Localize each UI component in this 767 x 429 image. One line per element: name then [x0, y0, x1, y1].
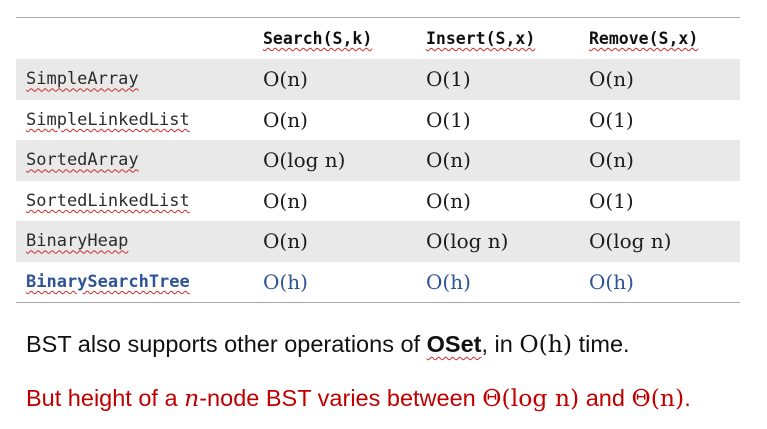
row-name: BinaryHeap: [26, 231, 128, 251]
row-name-cell: SortedArray: [16, 140, 256, 181]
row-name-cell: BinarySearchTree: [16, 262, 256, 303]
header-remove-label: Remove(S,x): [589, 29, 698, 48]
search-cost: O(log n): [256, 140, 418, 181]
bst-operations-note: BST also supports other operations of OS…: [26, 330, 630, 358]
note-2-text-c: and: [579, 385, 631, 411]
row-name: SimpleArray: [26, 69, 139, 89]
note-2-theta-log: Θ(log n): [482, 384, 579, 412]
complexity-table: Search(S,k) Insert(S,x) Remove(S,x) Simp…: [16, 17, 740, 303]
header-search: Search(S,k): [256, 18, 418, 60]
search-cost: O(n): [256, 100, 418, 141]
table-row: SimpleLinkedList O(n) O(1) O(1): [16, 100, 740, 141]
remove-cost: O(log n): [580, 221, 740, 262]
insert-cost: O(n): [418, 181, 580, 222]
note-2-text-d: .: [684, 385, 691, 411]
search-cost: O(n): [256, 221, 418, 262]
row-name: SimpleLinkedList: [26, 110, 190, 130]
note-2-theta-n: Θ(n): [631, 384, 684, 412]
note-1-math: O(h): [519, 330, 572, 358]
table-header-row: Search(S,k) Insert(S,x) Remove(S,x): [16, 18, 740, 60]
insert-cost: O(1): [418, 100, 580, 141]
header-empty: [16, 18, 256, 60]
bst-height-note: But height of a n-node BST varies betwee…: [26, 384, 691, 412]
note-2-text-a: But height of a: [26, 385, 184, 411]
header-insert-label: Insert(S,x): [426, 29, 535, 48]
row-name: SortedLinkedList: [26, 191, 190, 211]
table-row: SimpleArray O(n) O(1) O(n): [16, 59, 740, 100]
row-name-cell: BinaryHeap: [16, 221, 256, 262]
complexity-table-container: Search(S,k) Insert(S,x) Remove(S,x) Simp…: [16, 17, 740, 303]
header-remove: Remove(S,x): [580, 18, 740, 60]
remove-cost: O(n): [580, 140, 740, 181]
insert-cost: O(h): [418, 262, 580, 303]
remove-cost: O(n): [580, 59, 740, 100]
table-row: SortedLinkedList O(n) O(n) O(1): [16, 181, 740, 222]
note-2-text-b: -node BST varies between: [199, 385, 482, 411]
row-name-cell: SortedLinkedList: [16, 181, 256, 222]
search-cost: O(n): [256, 181, 418, 222]
search-cost: O(h): [256, 262, 418, 303]
row-name: BinarySearchTree: [26, 272, 190, 292]
insert-cost: O(n): [418, 140, 580, 181]
table-row: SortedArray O(log n) O(n) O(n): [16, 140, 740, 181]
search-cost: O(n): [256, 59, 418, 100]
oset-term: OSet: [427, 331, 482, 357]
remove-cost: O(1): [580, 181, 740, 222]
row-name-cell: SimpleArray: [16, 59, 256, 100]
table-row: BinaryHeap O(n) O(log n) O(log n): [16, 221, 740, 262]
table-row-highlighted: BinarySearchTree O(h) O(h) O(h): [16, 262, 740, 303]
insert-cost: O(log n): [418, 221, 580, 262]
remove-cost: O(1): [580, 100, 740, 141]
insert-cost: O(1): [418, 59, 580, 100]
note-2-n: n: [184, 384, 199, 412]
note-1-text-c: time.: [572, 331, 629, 357]
row-name: SortedArray: [26, 150, 139, 170]
remove-cost: O(h): [580, 262, 740, 303]
row-name-cell: SimpleLinkedList: [16, 100, 256, 141]
header-insert: Insert(S,x): [418, 18, 580, 60]
note-1-text-b: , in: [481, 331, 519, 357]
note-1-text-a: BST also supports other operations of: [26, 331, 427, 357]
header-search-label: Search(S,k): [263, 29, 372, 48]
